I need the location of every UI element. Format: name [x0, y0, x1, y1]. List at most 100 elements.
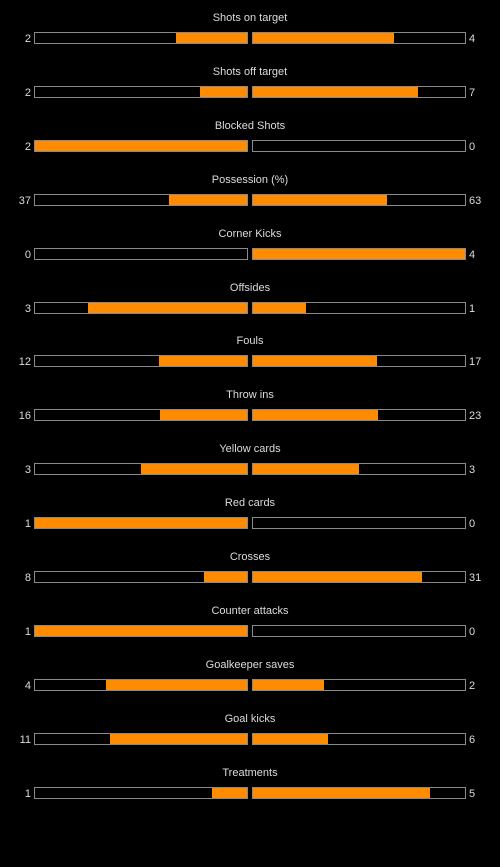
home-bar-fill [106, 680, 247, 690]
away-bar-fill [253, 87, 418, 97]
home-bar-fill [169, 195, 247, 205]
stat-label: Possession (%) [211, 174, 289, 186]
away-bar-fill [253, 195, 387, 205]
away-bar [252, 733, 466, 745]
away-bar [252, 248, 466, 260]
stat-label: Goalkeeper saves [205, 659, 295, 671]
away-bar [252, 86, 466, 98]
home-bar [34, 733, 248, 745]
stat-row-shots-off-target: Shots off target 2 7 [0, 66, 500, 106]
home-bar [34, 571, 248, 583]
home-bar [34, 32, 248, 44]
away-value: 31 [469, 572, 482, 584]
home-bar-fill [159, 356, 247, 366]
stat-row-treatments: Treatments 1 5 [0, 767, 500, 807]
home-bar-fill [141, 464, 247, 474]
away-value: 63 [469, 195, 482, 207]
away-value: 5 [469, 788, 476, 800]
away-bar [252, 571, 466, 583]
away-bar-fill [253, 303, 306, 313]
stat-row-blocked-shots: Blocked Shots 2 0 [0, 120, 500, 160]
stat-label: Counter attacks [211, 605, 289, 617]
stat-label: Fouls [236, 335, 264, 347]
stat-label: Shots off target [212, 66, 288, 78]
home-bar-fill [176, 33, 247, 43]
away-value: 17 [469, 356, 482, 368]
stat-row-yellow-cards: Yellow cards 3 3 [0, 443, 500, 483]
home-value: 0 [24, 249, 31, 261]
home-bar [34, 409, 248, 421]
away-bar [252, 679, 466, 691]
away-bar [252, 140, 466, 152]
stat-label: Goal kicks [224, 713, 276, 725]
home-bar [34, 517, 248, 529]
home-bar-fill [35, 141, 247, 151]
away-value: 4 [469, 249, 476, 261]
away-bar-fill [253, 734, 328, 744]
stat-row-goalkeeper-saves: Goalkeeper saves 4 2 [0, 659, 500, 699]
home-bar [34, 463, 248, 475]
stat-label: Blocked Shots [214, 120, 286, 132]
away-value: 1 [469, 303, 476, 315]
home-bar [34, 679, 248, 691]
home-bar [34, 194, 248, 206]
away-value: 2 [469, 680, 476, 692]
home-bar-fill [110, 734, 247, 744]
away-bar [252, 787, 466, 799]
home-value: 12 [18, 356, 31, 368]
away-bar [252, 409, 466, 421]
away-bar-fill [253, 788, 430, 798]
stat-label: Treatments [222, 767, 278, 779]
home-value: 3 [24, 303, 31, 315]
stat-label: Shots on target [212, 12, 288, 24]
stat-label: Red cards [224, 497, 276, 509]
home-bar-fill [200, 87, 247, 97]
stat-label: Crosses [229, 551, 271, 563]
away-bar-fill [253, 680, 324, 690]
home-bar-fill [35, 518, 247, 528]
away-bar-fill [253, 249, 465, 259]
home-bar-fill [204, 572, 247, 582]
away-value: 7 [469, 87, 476, 99]
home-bar [34, 625, 248, 637]
away-bar [252, 517, 466, 529]
home-bar [34, 787, 248, 799]
away-bar [252, 463, 466, 475]
stat-row-crosses: Crosses 8 31 [0, 551, 500, 591]
away-value: 3 [469, 464, 476, 476]
home-bar-fill [160, 410, 247, 420]
away-bar-fill [253, 410, 378, 420]
home-bar [34, 248, 248, 260]
away-value: 0 [469, 518, 476, 530]
home-bar [34, 86, 248, 98]
away-value: 0 [469, 626, 476, 638]
away-bar [252, 302, 466, 314]
away-value: 4 [469, 33, 476, 45]
home-value: 11 [19, 734, 31, 746]
away-bar [252, 625, 466, 637]
stat-row-possession: Possession (%) 37 63 [0, 174, 500, 214]
home-bar-fill [35, 626, 247, 636]
home-value: 3 [24, 464, 31, 476]
stat-label: Offsides [229, 282, 271, 294]
home-value: 1 [24, 518, 31, 530]
home-value: 1 [24, 788, 31, 800]
stat-row-shots-on-target: Shots on target 2 4 [0, 12, 500, 52]
stat-row-offsides: Offsides 3 1 [0, 282, 500, 322]
home-value: 1 [24, 626, 31, 638]
home-value: 37 [18, 195, 31, 207]
home-value: 8 [24, 572, 31, 584]
away-bar [252, 194, 466, 206]
home-value: 2 [24, 141, 31, 153]
home-bar [34, 140, 248, 152]
away-bar [252, 355, 466, 367]
away-bar-fill [253, 572, 422, 582]
stat-row-red-cards: Red cards 1 0 [0, 497, 500, 537]
stat-label: Yellow cards [219, 443, 281, 455]
away-bar [252, 32, 466, 44]
away-value: 6 [469, 734, 476, 746]
stat-row-fouls: Fouls 12 17 [0, 335, 500, 375]
stat-row-goal-kicks: Goal kicks 11 6 [0, 713, 500, 753]
away-value: 0 [469, 141, 476, 153]
home-value: 2 [24, 33, 31, 45]
